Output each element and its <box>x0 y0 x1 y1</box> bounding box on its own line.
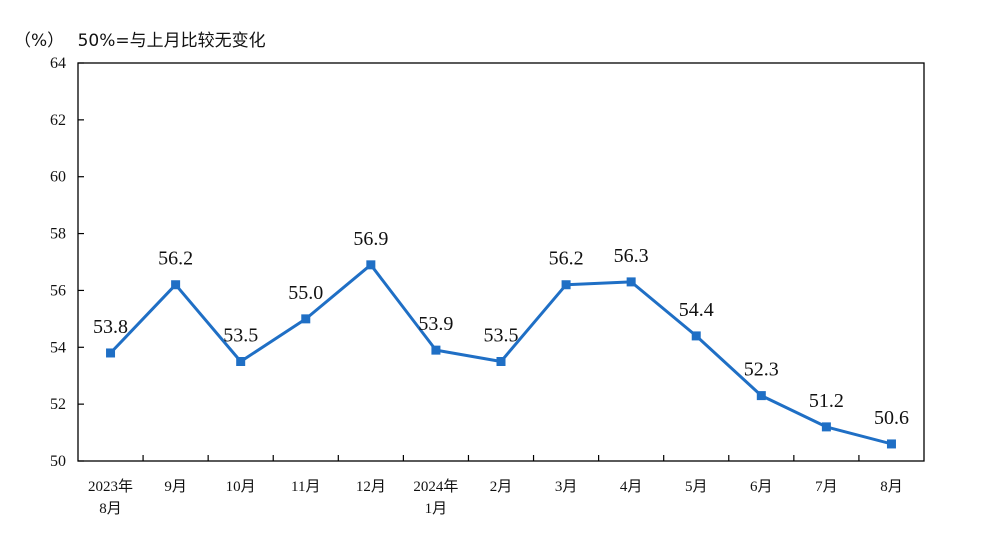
data-point-marker <box>431 345 441 355</box>
plot-frame <box>77 62 925 462</box>
y-tick-label: 64 <box>50 55 66 72</box>
data-point-marker <box>236 357 246 366</box>
data-value-label: 56.3 <box>614 245 649 267</box>
x-tick-label: 12月 <box>356 479 386 495</box>
data-point-marker <box>171 280 181 290</box>
data-value-label: 54.4 <box>679 299 714 321</box>
data-point-marker <box>886 439 896 449</box>
y-axis: 50 52 54 56 58 60 62 64 <box>50 55 84 470</box>
data-markers <box>106 260 896 449</box>
data-point-marker <box>106 348 116 358</box>
data-point-marker <box>366 260 376 270</box>
y-tick-label: 62 <box>50 112 66 129</box>
x-tick-label: 5月 <box>685 479 708 495</box>
y-tick-label: 58 <box>50 226 66 243</box>
y-unit-label: （%） <box>14 31 65 51</box>
y-tick-label: 50 <box>50 453 66 470</box>
y-tick-label: 60 <box>50 169 66 186</box>
chart-header: （%） 50%=与上月比较无变化 <box>14 26 266 51</box>
x-tick-label: 2023年 8月 <box>88 478 133 517</box>
data-point-marker <box>756 391 766 401</box>
x-tick-label: 9月 <box>164 479 187 495</box>
data-value-label: 53.5 <box>223 325 258 347</box>
data-value-label: 53.8 <box>93 316 128 338</box>
data-value-label: 52.3 <box>744 359 779 381</box>
y-tick-label: 56 <box>50 282 66 299</box>
data-value-label: 55.0 <box>288 282 323 304</box>
data-value-label: 56.2 <box>549 248 584 270</box>
data-point-marker <box>301 314 311 324</box>
x-tick-label: 4月 <box>620 479 643 495</box>
data-labels: 53.8 56.2 53.5 55.0 56.9 53.9 53.5 56.2 56.3 54.4… <box>93 228 909 429</box>
x-tick-label: 2024年 1月 <box>413 478 458 517</box>
y-tick-label: 52 <box>50 396 66 413</box>
data-value-label: 50.6 <box>874 407 909 429</box>
data-point-marker <box>691 331 701 341</box>
data-point-marker <box>496 357 506 366</box>
data-point-marker <box>561 280 571 290</box>
series-line <box>109 263 892 446</box>
x-tick-label: 11月 <box>291 479 320 495</box>
x-tick-label: 10月 <box>226 479 256 495</box>
x-tick-label: 7月 <box>815 479 838 495</box>
data-value-label: 56.9 <box>353 228 388 250</box>
data-point-marker <box>821 422 831 432</box>
x-tick-label: 8月 <box>880 479 903 495</box>
y-tick-label: 54 <box>50 339 66 356</box>
data-value-label: 53.5 <box>484 325 519 347</box>
baseline-note: 50%=与上月比较无变化 <box>77 31 266 51</box>
x-tick-label: 2月 <box>490 479 513 495</box>
data-value-label: 56.2 <box>158 248 193 270</box>
data-value-label: 53.9 <box>418 313 453 335</box>
x-tick-label: 3月 <box>555 479 578 495</box>
x-tick-label: 6月 <box>750 479 773 495</box>
data-value-label: 51.2 <box>809 390 844 412</box>
x-axis: 2023年 8月 9月 10月 11月 12月 2024年 1月 2月 3月 4月 5月 6月 7月 8月 <box>88 455 903 517</box>
data-point-marker <box>626 277 636 287</box>
